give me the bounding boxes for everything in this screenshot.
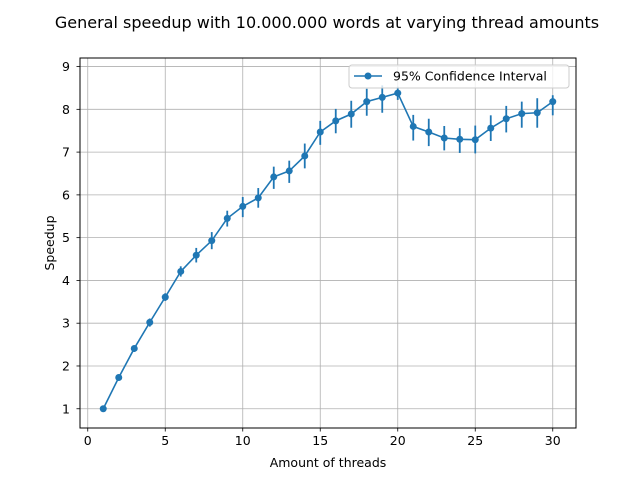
y-axis-ticks: 1 2 3 4 5 6 7 8 9	[62, 59, 80, 416]
data-point	[208, 237, 216, 245]
data-point	[270, 173, 278, 181]
data-point	[347, 110, 355, 118]
x-axis-ticks: 0 5 10 15 20 25 30	[84, 428, 561, 448]
series-group	[99, 85, 557, 413]
data-point	[99, 405, 107, 413]
data-point	[518, 110, 526, 118]
chart-title: General speedup with 10.000.000 words at…	[55, 13, 599, 32]
data-point	[285, 167, 293, 175]
data-point	[549, 98, 557, 106]
data-point	[363, 98, 371, 106]
data-point	[332, 117, 340, 125]
legend-box	[348, 64, 570, 89]
data-point	[239, 202, 247, 210]
data-point	[440, 134, 448, 142]
data-point	[177, 267, 185, 275]
data-point	[254, 194, 262, 202]
y-tick-label: 9	[62, 59, 70, 74]
x-tick-label: 25	[467, 433, 483, 448]
y-tick-label: 5	[62, 230, 70, 245]
data-point	[301, 152, 309, 160]
x-tick-label: 15	[312, 433, 328, 448]
data-point	[316, 128, 324, 136]
y-tick-label: 3	[62, 316, 70, 331]
x-axis-label: Amount of threads	[270, 455, 387, 470]
data-point	[130, 344, 138, 352]
grid	[80, 58, 576, 428]
x-tick-label: 0	[84, 433, 92, 448]
data-point	[456, 135, 464, 143]
series-line	[102, 92, 554, 410]
legend-marker	[364, 72, 372, 80]
x-tick-label: 30	[545, 433, 561, 448]
data-point	[425, 128, 433, 136]
data-point	[115, 374, 123, 382]
legend-label: 95% Confidence Interval	[393, 69, 547, 84]
data-point	[533, 109, 541, 117]
data-point	[487, 124, 495, 132]
data-point	[192, 251, 200, 259]
y-tick-label: 4	[62, 273, 70, 288]
data-point	[378, 93, 386, 101]
y-tick-label: 6	[62, 187, 70, 202]
legend: 95% Confidence Interval	[348, 64, 570, 89]
y-tick-label: 7	[62, 145, 70, 160]
x-tick-label: 5	[161, 433, 169, 448]
y-tick-label: 1	[62, 401, 70, 416]
data-point	[161, 293, 169, 301]
data-point	[502, 115, 510, 123]
x-tick-label: 10	[235, 433, 251, 448]
data-point	[471, 136, 479, 144]
x-tick-label: 20	[390, 433, 406, 448]
plot-area-frame	[79, 57, 577, 429]
y-tick-label: 2	[62, 358, 70, 373]
y-tick-label: 8	[62, 102, 70, 117]
data-point	[146, 318, 154, 326]
data-point	[409, 122, 417, 130]
y-axis-label: Speedup	[42, 215, 57, 270]
data-point	[223, 214, 231, 222]
data-point	[394, 89, 402, 97]
